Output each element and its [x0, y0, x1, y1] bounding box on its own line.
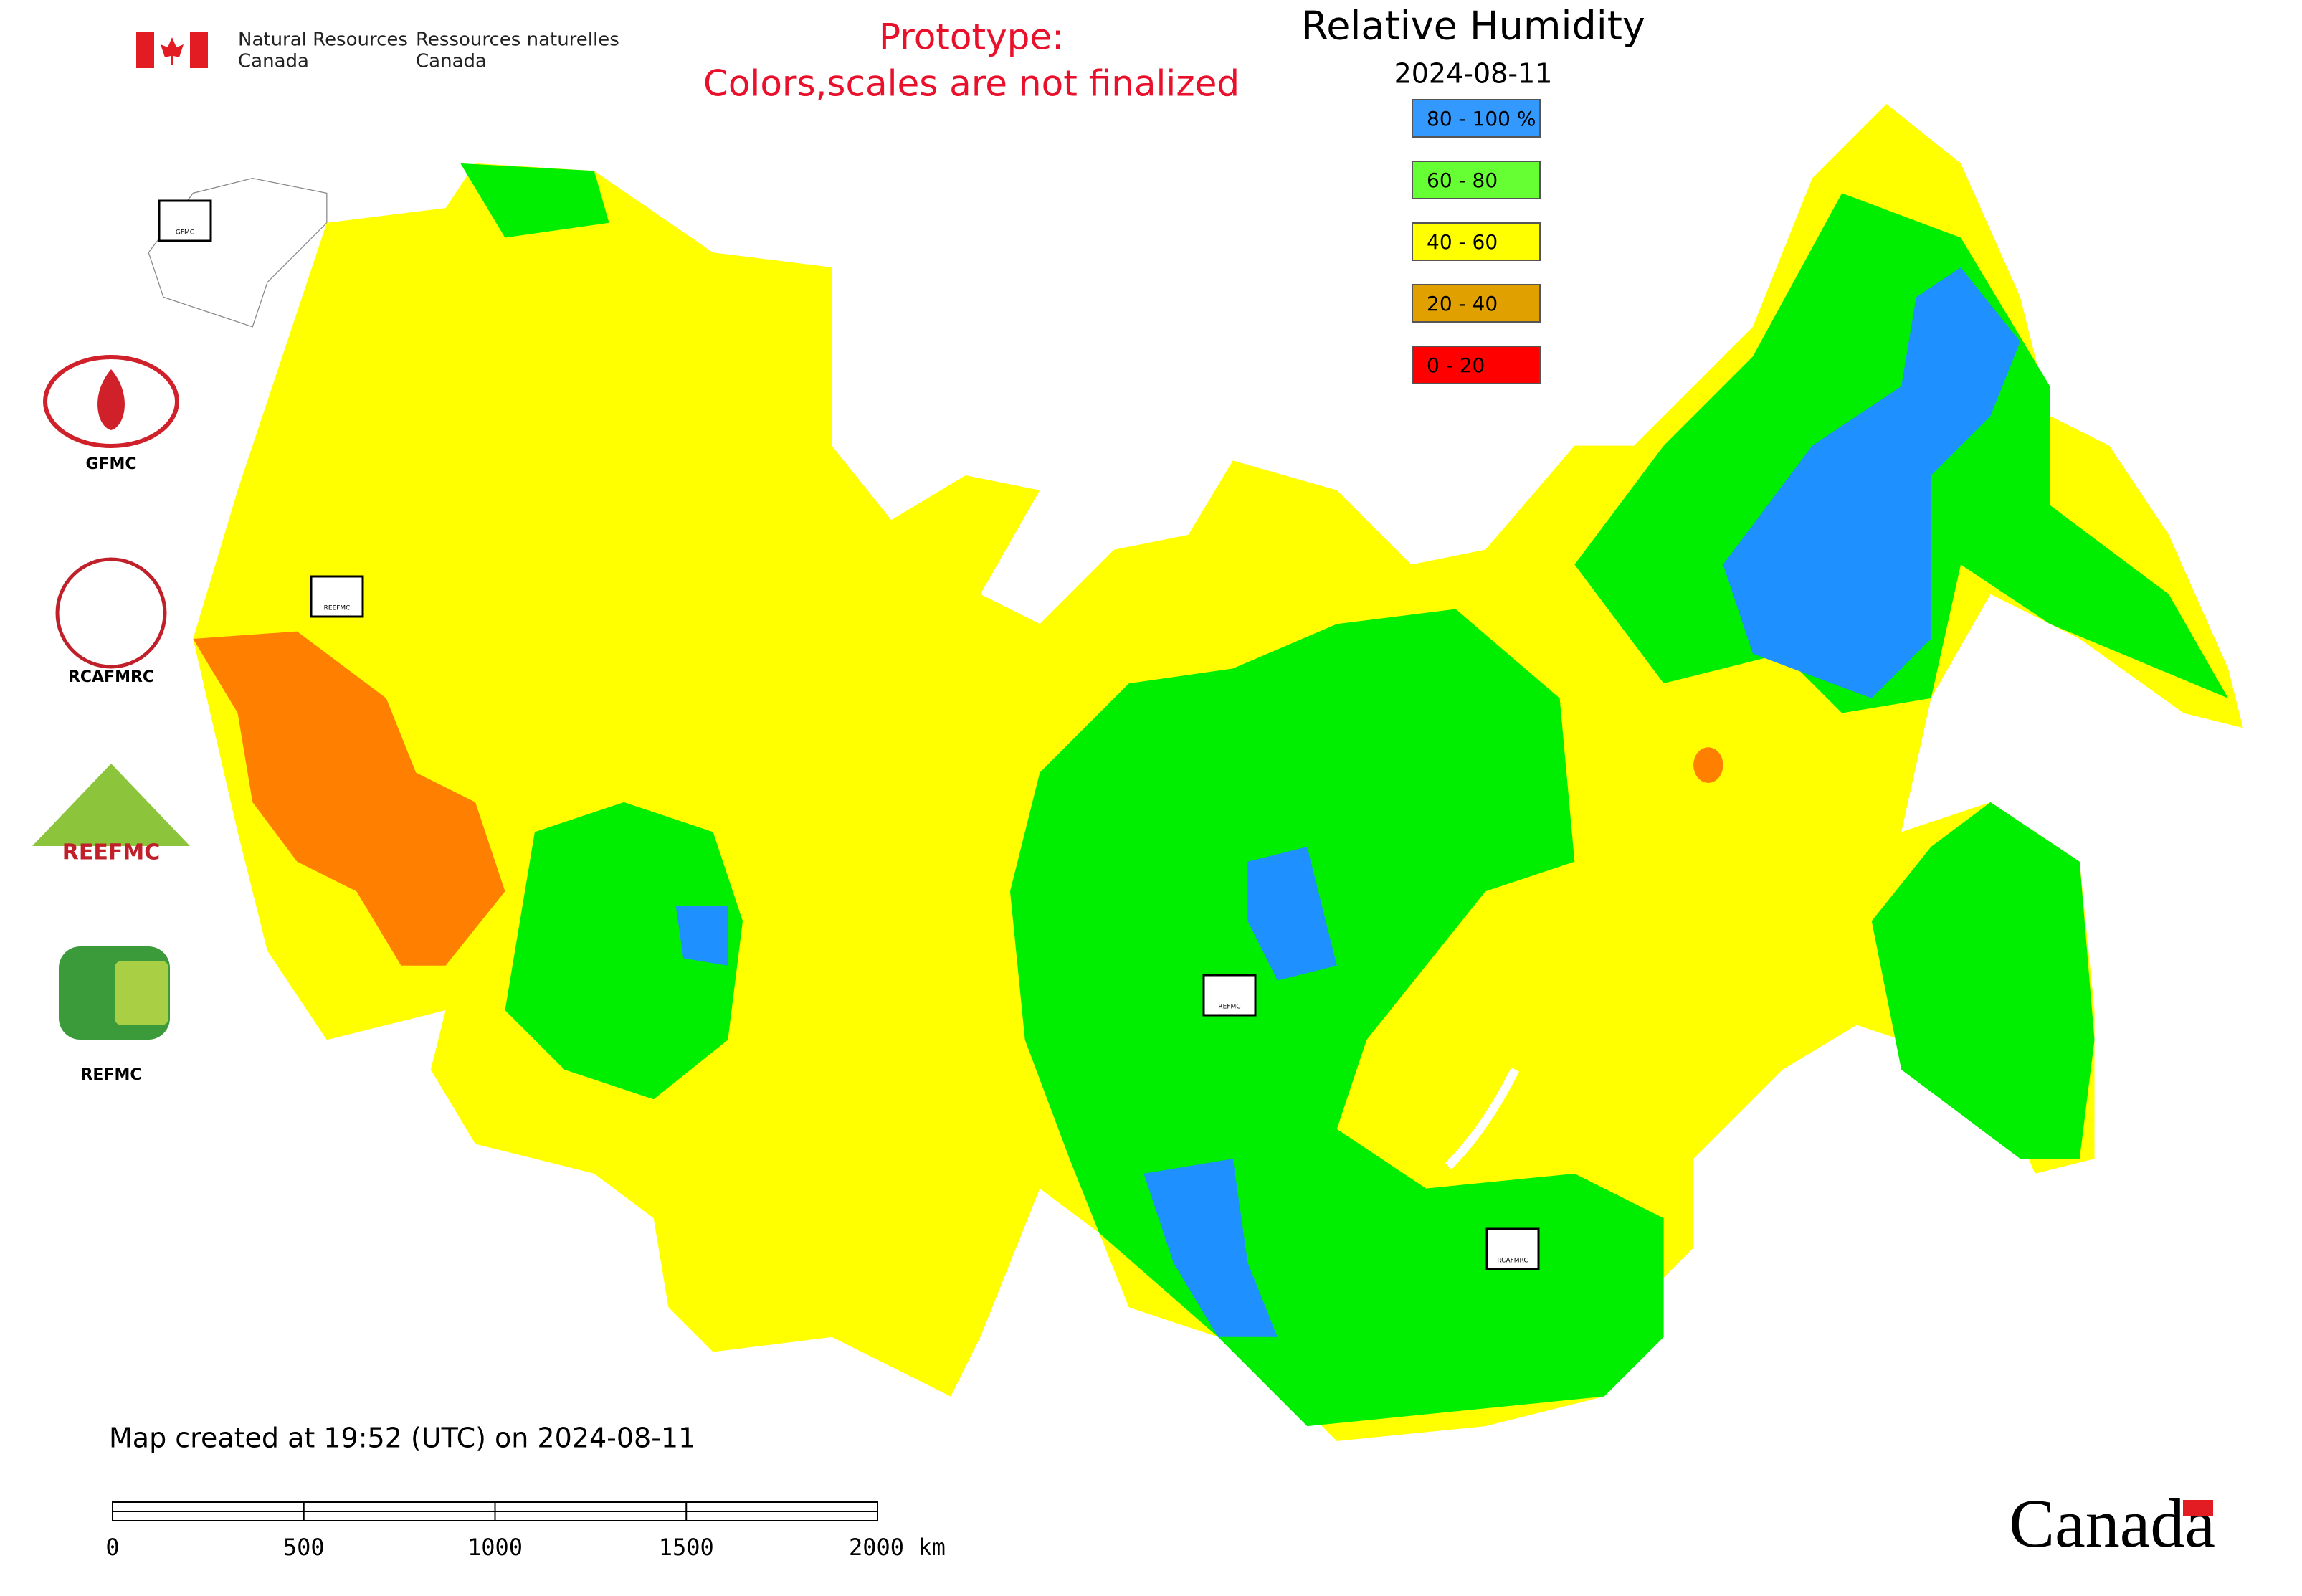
region-blue — [1723, 267, 2020, 698]
agency: Natural Resources Canada Ressources natu… — [238, 29, 619, 72]
legend-title: Relative Humidity — [1301, 4, 1645, 49]
legend-swatch — [1412, 284, 1541, 323]
scale-label: 1000 — [467, 1534, 523, 1561]
wordmark-flag — [2183, 1500, 2213, 1516]
marker-box — [1202, 974, 1257, 1017]
logo-label: REFMC — [80, 1066, 141, 1084]
maple-leaf — [161, 37, 184, 65]
legend-label: 20 - 40 — [1427, 292, 1498, 315]
flag-bar — [190, 32, 208, 68]
region-blue — [675, 906, 728, 966]
footer-note: Map created at 19:52 (UTC) on 2024-08-11 — [109, 1422, 695, 1454]
legend-swatch — [1412, 346, 1541, 384]
lake-baikal — [1445, 1068, 1519, 1169]
legend-label: 0 - 20 — [1427, 353, 1485, 377]
region-orange — [193, 631, 505, 966]
agency-text: Canada — [238, 51, 309, 72]
scale-label: 1500 — [659, 1534, 714, 1561]
legend-label: 40 - 60 — [1427, 230, 1498, 254]
logo-text: REEFMC — [62, 840, 160, 865]
agency-text: Natural Resources — [238, 29, 408, 51]
flag-bar — [136, 32, 154, 68]
marker-box — [158, 199, 212, 242]
region-green — [1871, 802, 2095, 1159]
agency-text: Ressources naturelles — [416, 29, 619, 51]
region-green — [505, 802, 743, 1100]
scale-bar: 0 500 1000 1500 2000 km — [105, 1501, 946, 1561]
legend: 80 - 100 % 60 - 80 40 - 60 20 - 40 0 - 20 — [1412, 99, 1541, 384]
marker-label: REEFMC — [324, 605, 351, 612]
legend-swatch — [1412, 222, 1541, 261]
notice: Colors,scales are not finalized — [703, 63, 1240, 105]
region-green — [460, 163, 609, 238]
logo-label: RCAFMRC — [68, 668, 154, 686]
logo-icon — [97, 369, 125, 430]
marker-label: GFMC — [176, 229, 194, 237]
marker-label: REFMC — [1218, 1004, 1240, 1011]
marker-label: RCAFMRC — [1497, 1258, 1528, 1265]
map-markers: GFMC REEFMC REFMC RCAFMRC — [158, 199, 1540, 1270]
notice: Prototype: — [879, 16, 1064, 58]
logo-icon — [32, 764, 190, 846]
region-blue — [1247, 847, 1337, 981]
legend-swatch — [1412, 161, 1541, 199]
region-blue — [1143, 1159, 1278, 1337]
scale-label: 2000 km — [849, 1534, 946, 1561]
wordmark: Canada — [2009, 1485, 2215, 1562]
logo-icon — [115, 961, 168, 1025]
marker-box — [310, 575, 364, 618]
scale-label: 500 — [283, 1534, 325, 1561]
partner-logos: GFMC RCAFMRC REEFMC REFMC — [32, 355, 190, 1084]
legend-label: 60 - 80 — [1427, 168, 1498, 192]
legend-date: 2024-08-11 — [1394, 58, 1553, 90]
scale-label: 0 — [105, 1534, 119, 1561]
region-orange — [1693, 747, 1723, 783]
legend-label: 80 - 100 % — [1427, 107, 1536, 130]
logo-icon — [55, 557, 167, 669]
map — [148, 104, 2243, 1441]
marker-box — [1485, 1227, 1540, 1270]
logo-label: GFMC — [85, 455, 136, 473]
agency-text: Canada — [416, 51, 487, 72]
legend-swatch — [1412, 99, 1541, 138]
